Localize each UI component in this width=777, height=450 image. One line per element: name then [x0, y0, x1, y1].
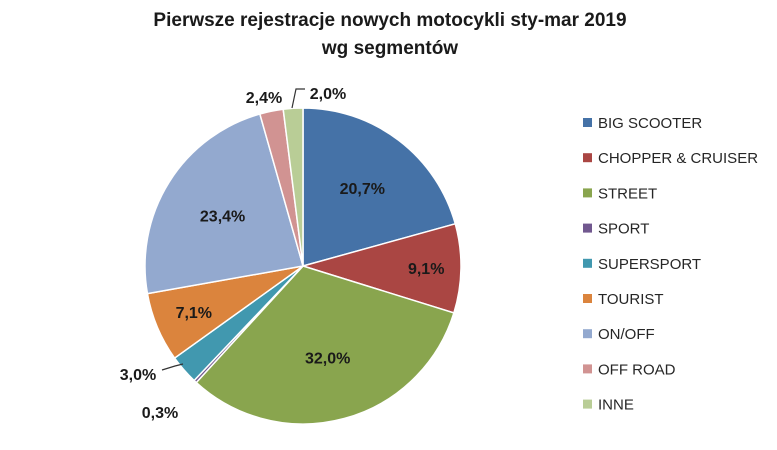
legend-swatch-chopper-cruiser [583, 153, 592, 163]
legend-label-inne: INNE [598, 397, 634, 414]
legend-swatch-tourist [583, 294, 592, 303]
pie-slice-on-off [144, 113, 304, 295]
data-label-chopper-cruiser: 9,1% [408, 261, 444, 278]
legend-swatch-street [583, 188, 592, 198]
legend: BIG SCOOTER CHOPPER & CRUISER STREET SPORT S… [583, 115, 758, 414]
pie-slice-big-scooter [302, 107, 457, 267]
pie-slice-inne [282, 107, 304, 267]
legend-label-supersport: SUPERSPORT [598, 256, 701, 273]
pie-slices [144, 107, 462, 425]
data-label-inne: 2,0% [310, 86, 346, 103]
data-label-supersport: 3,0% [120, 367, 156, 384]
legend-label-sport: SPORT [598, 221, 649, 238]
legend-label-on-off: ON/OFF [598, 326, 655, 343]
legend-swatch-on-off [583, 329, 592, 339]
leader-line-inne [291, 88, 305, 109]
legend-label-street: STREET [598, 185, 657, 202]
data-labels: 20,7% 9,1% 32,0% 0,3% 3,0% 7,1% 23,4% 2,4% 2,0% [120, 86, 445, 422]
pie-slice-street [195, 265, 455, 425]
data-label-street: 32,0% [305, 351, 350, 368]
data-label-tourist: 7,1% [176, 305, 212, 322]
leader-lines [161, 88, 305, 371]
chart-title: Pierwsze rejestracje nowych motocykli st… [153, 10, 626, 31]
legend-label-big-scooter: BIG SCOOTER [598, 115, 702, 132]
data-label-sport: 0,3% [142, 405, 178, 422]
data-label-big-scooter: 20,7% [340, 181, 385, 198]
legend-swatch-big-scooter [583, 118, 592, 127]
pie-slice-chopper-cruiser [300, 222, 462, 314]
data-label-off-road: 2,4% [246, 90, 282, 107]
legend-label-chopper-cruiser: CHOPPER & CRUISER [598, 150, 758, 167]
legend-swatch-supersport [583, 258, 592, 268]
chart-subtitle: wg segmentów [321, 38, 458, 59]
legend-label-tourist: TOURIST [598, 291, 664, 308]
legend-swatch-inne [583, 399, 592, 409]
data-label-on-off: 23,4% [200, 209, 245, 226]
leader-line-supersport [161, 363, 184, 371]
legend-swatch-off-road [583, 364, 592, 374]
legend-label-off-road: OFF ROAD [598, 361, 676, 378]
legend-swatch-sport [583, 223, 592, 233]
